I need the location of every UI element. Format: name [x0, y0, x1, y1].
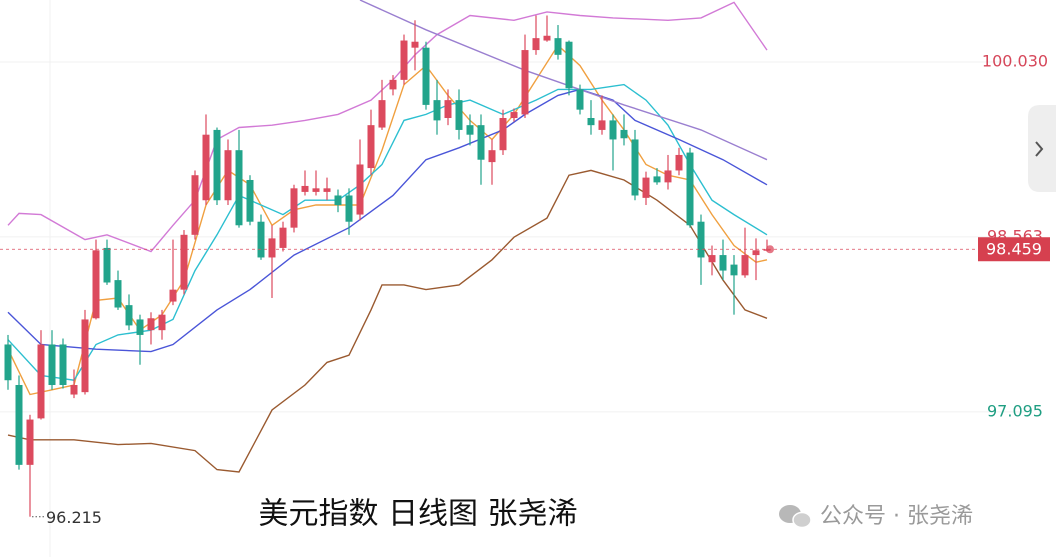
- candle-body: [279, 227, 287, 248]
- candle-body: [532, 38, 540, 51]
- candle-body: [103, 247, 111, 283]
- candle-body: [433, 100, 441, 121]
- candle-body: [631, 139, 639, 196]
- candle-body: [92, 250, 100, 319]
- candle-body: [400, 40, 408, 80]
- candle-body: [554, 38, 562, 55]
- last-price-box: [978, 237, 1050, 262]
- y-tick-label: 97.095: [987, 401, 1043, 420]
- candle-body: [719, 255, 727, 271]
- candle-body: [81, 319, 89, 393]
- caption: 美元指数 日线图 张尧浠: [258, 497, 577, 532]
- candle-body: [191, 175, 199, 235]
- candle-body: [246, 179, 254, 222]
- candle-body: [389, 79, 397, 90]
- candle-body: [345, 195, 353, 222]
- candle-body: [620, 129, 628, 139]
- candle-body: [686, 152, 694, 226]
- candle-body: [312, 188, 320, 192]
- candle-body: [356, 164, 364, 215]
- low-label: 96.215: [46, 508, 102, 527]
- scroll-arrow[interactable]: [1035, 141, 1044, 157]
- candle-body: [334, 195, 342, 206]
- candle-body: [202, 134, 210, 201]
- indicator-line: [359, 0, 768, 161]
- indicator-line: [7, 88, 768, 353]
- last-price-label: 98.459: [986, 240, 1042, 259]
- watermark-icon: [779, 505, 812, 529]
- candle-body: [70, 385, 78, 395]
- candle-body: [290, 188, 298, 228]
- candle-body: [741, 255, 749, 276]
- candle-body: [323, 188, 331, 192]
- candle-body: [367, 125, 375, 169]
- candle-body: [730, 264, 738, 276]
- candle-body: [664, 170, 672, 183]
- scroll-button[interactable]: [1028, 105, 1056, 192]
- candle-body: [675, 154, 683, 171]
- candle-body: [576, 89, 584, 110]
- indicator-line: [7, 169, 768, 473]
- candle-body: [609, 120, 617, 140]
- indicator-line: [7, 44, 768, 396]
- candle-body: [136, 319, 144, 335]
- candle-body: [565, 41, 573, 89]
- candle-body: [180, 234, 188, 290]
- candle-body: [499, 118, 507, 151]
- indicator-line: [7, 1, 768, 253]
- candle-body: [587, 118, 595, 126]
- candle-body: [422, 47, 430, 105]
- candle-body: [301, 185, 309, 192]
- candle-body: [653, 176, 661, 183]
- candle-body: [224, 150, 232, 201]
- candle-body: [444, 100, 452, 119]
- candle-body: [752, 250, 760, 256]
- candle-body: [268, 238, 276, 258]
- candle-body: [642, 177, 650, 198]
- candle-body: [510, 112, 518, 119]
- candle-body: [48, 344, 56, 386]
- candle-body: [169, 289, 177, 302]
- candle-body: [697, 221, 705, 258]
- candle-body: [466, 125, 474, 135]
- candle-body: [411, 41, 419, 48]
- candle-body: [488, 150, 496, 163]
- candle-body: [147, 318, 155, 331]
- y-tick-label: 100.030: [982, 51, 1048, 70]
- last-price-dot: [766, 245, 774, 254]
- candle-body: [125, 305, 133, 326]
- candle-body: [213, 129, 221, 201]
- candle-body: [378, 100, 386, 128]
- candle-body: [26, 419, 34, 465]
- watermark: 公众号 · 张尧浠: [820, 504, 973, 529]
- candle-body: [521, 50, 529, 115]
- candle-body: [598, 120, 606, 130]
- candle-body: [59, 344, 67, 386]
- candle-body: [37, 344, 45, 419]
- candle-body: [257, 221, 265, 258]
- candle-body: [114, 280, 122, 308]
- candle-body: [477, 125, 485, 160]
- candle-body: [158, 314, 166, 331]
- candle-body: [4, 344, 12, 381]
- candle-body: [708, 255, 716, 263]
- icon-bubble: [792, 511, 812, 529]
- candle-body: [455, 100, 463, 130]
- candle-body: [235, 150, 243, 226]
- candle-body: [15, 385, 23, 465]
- candle-body: [543, 35, 551, 41]
